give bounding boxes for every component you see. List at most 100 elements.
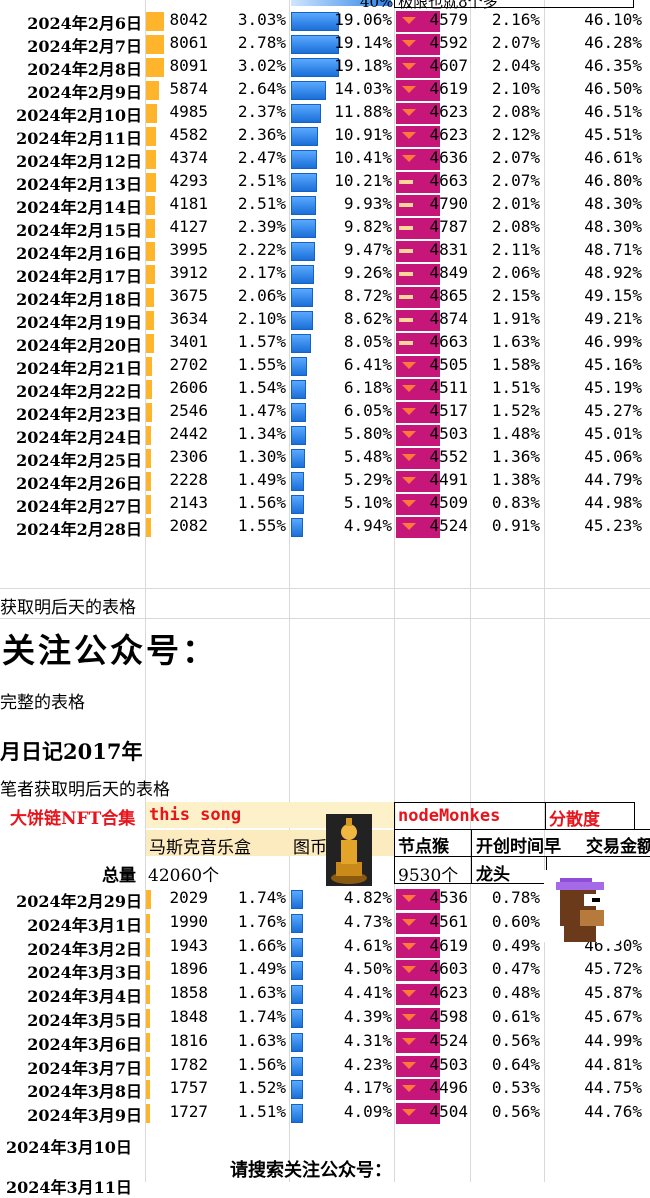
row-pct-4: 0.47% — [491, 959, 540, 979]
row-holders: 4603 — [429, 959, 468, 979]
down-arrow-icon — [402, 1014, 416, 1021]
row-holders: 4561 — [429, 911, 468, 931]
ratio-bar — [291, 150, 317, 169]
row-volume: 1896 — [169, 959, 208, 979]
row-date: 2024年3月1日 — [27, 915, 142, 935]
table-row: 2024年2月18日 3675 2.06% 8.72% 4865 2.15% 49.15% — [0, 286, 650, 310]
table-row: 2024年3月7日 1782 1.56% 4.23% 4503 0.64% 44.81% — [0, 1055, 650, 1079]
row-pct-4: 0.61% — [491, 1007, 540, 1026]
row-volume: 3912 — [169, 263, 208, 282]
ratio-bar — [291, 403, 306, 422]
volume-bar — [146, 81, 159, 100]
row-holders: 4849 — [429, 263, 468, 282]
row-holders: 4787 — [429, 217, 468, 236]
row-date: 2024年2月19日 — [16, 313, 142, 332]
row-pct-4: 1.51% — [491, 378, 540, 397]
tail-date-b: 2024年3月11日 — [6, 1178, 132, 1197]
trend-cell — [396, 172, 440, 193]
grid-col-2 — [289, 0, 290, 1182]
down-arrow-icon — [402, 942, 416, 950]
row-pct-1: 2.78% — [237, 33, 286, 52]
grid-row-b — [0, 618, 650, 619]
table-row: 2024年2月14日 4181 2.51% 9.93% 4790 2.01% 48.30% — [0, 194, 650, 218]
down-arrow-icon — [402, 895, 416, 902]
row-pct-2: 14.03% — [334, 79, 392, 98]
top-header-text: 40% 极限也就8个多 — [360, 0, 498, 11]
note-1: 获取明后天的表格 — [0, 598, 136, 618]
row-pct-1: 1.52% — [237, 1078, 286, 1098]
volume-bar — [146, 242, 155, 261]
row-date: 2024年2月25日 — [16, 451, 142, 470]
row-pct-5: 46.99% — [584, 332, 642, 351]
ratio-bar — [291, 173, 317, 192]
ratio-bar — [291, 81, 326, 100]
table-row: 2024年3月9日 1727 1.51% 4.09% 4504 0.56% 44.76% — [0, 1102, 650, 1126]
row-pct-5: 45.51% — [584, 125, 642, 144]
row-date: 2024年2月27日 — [16, 497, 142, 516]
table-row: 2024年2月17日 3912 2.17% 9.26% 4849 2.06% 48.92% — [0, 263, 650, 287]
early-time-cell — [471, 829, 650, 857]
dispersion-label: 分散度 — [549, 810, 600, 830]
down-arrow-icon — [402, 523, 416, 530]
row-volume: 1848 — [169, 1007, 208, 1026]
volume-bar — [146, 449, 151, 468]
volume-bar — [146, 288, 154, 307]
row-pct-5: 44.98% — [584, 493, 642, 512]
row-pct-5: 48.71% — [584, 240, 642, 259]
ratio-bar — [291, 890, 303, 909]
row-pct-1: 2.47% — [237, 148, 286, 167]
grid-col-1 — [145, 0, 146, 1182]
volume-bar — [146, 961, 150, 981]
table-row: 2024年3月4日 1858 1.63% 4.41% 4623 0.48% 45.87% — [0, 983, 650, 1007]
row-date: 2024年3月4日 — [27, 987, 142, 1007]
statue-image — [326, 814, 372, 886]
row-pct-2: 6.41% — [343, 355, 392, 374]
row-pct-5: 49.15% — [584, 286, 642, 305]
row-date: 2024年2月9日 — [27, 83, 142, 102]
grid-col-4 — [470, 0, 471, 1182]
down-arrow-icon — [402, 86, 416, 93]
table-row: 2024年2月10日 4985 2.37% 11.88% 4623 2.08% 46.51% — [0, 102, 650, 126]
table-row: 2024年3月6日 1816 1.63% 4.31% 4524 0.56% 44.99% — [0, 1031, 650, 1055]
volume-bar — [146, 127, 156, 146]
row-pct-4: 0.53% — [491, 1078, 540, 1098]
row-date: 2024年2月22日 — [16, 382, 142, 401]
volume-bar — [146, 104, 157, 123]
down-arrow-icon — [402, 362, 416, 369]
row-pct-1: 2.39% — [237, 217, 286, 236]
row-pct-2: 4.73% — [343, 911, 392, 931]
trend-cell — [396, 103, 440, 124]
row-volume: 2082 — [169, 516, 208, 535]
ratio-bar — [291, 1104, 303, 1124]
row-volume: 2228 — [169, 470, 208, 489]
row-pct-4: 2.12% — [491, 125, 540, 144]
row-date: 2024年3月5日 — [27, 1011, 142, 1030]
row-pct-5: 44.76% — [584, 1102, 642, 1122]
row-pct-4: 0.60% — [491, 911, 540, 931]
ratio-bar — [291, 913, 303, 933]
row-pct-2: 5.48% — [343, 447, 392, 466]
row-volume: 5874 — [169, 79, 208, 98]
row-volume: 1782 — [169, 1054, 208, 1074]
row-date: 2024年2月29日 — [16, 892, 142, 911]
row-holders: 4517 — [429, 401, 468, 420]
row-pct-5: 45.19% — [584, 378, 642, 397]
table-row: 2024年2月15日 4127 2.39% 9.82% 4787 2.08% 48.30% — [0, 217, 650, 241]
table-row: 2024年2月21日 2702 1.55% 6.41% 4505 1.58% 45.16% — [0, 355, 650, 379]
row-holders: 4619 — [429, 79, 468, 98]
row-holders: 4607 — [429, 56, 468, 75]
row-pct-2: 4.39% — [343, 1007, 392, 1026]
row-pct-1: 2.64% — [237, 79, 286, 98]
row-pct-1: 1.56% — [237, 493, 286, 512]
volume-bar — [146, 1032, 150, 1052]
table-row: 2024年2月16日 3995 2.22% 9.47% 4831 2.11% 48.71% — [0, 240, 650, 264]
table-row: 2024年2月23日 2546 1.47% 6.05% 4517 1.52% 45.27% — [0, 401, 650, 425]
volume-bar — [146, 219, 155, 238]
row-pct-5: 46.61% — [584, 148, 642, 167]
volume-bar — [146, 1104, 150, 1124]
down-arrow-icon — [402, 155, 416, 162]
down-arrow-icon — [402, 477, 416, 484]
ratio-bar — [291, 219, 316, 238]
row-pct-1: 1.63% — [237, 1030, 286, 1050]
note-5: 笔者获取明后天的表格 — [0, 780, 170, 800]
